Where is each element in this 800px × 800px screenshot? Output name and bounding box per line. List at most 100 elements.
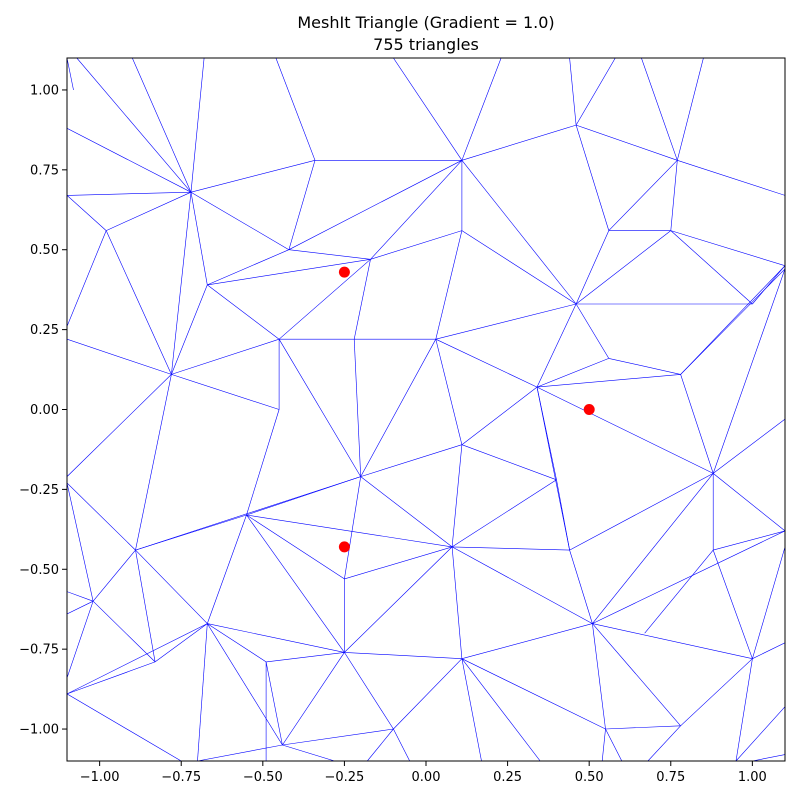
mesh-edge [451, 479, 557, 548]
mesh-edge [171, 284, 208, 375]
mesh-edge [197, 623, 208, 761]
mesh-edge [275, 58, 316, 161]
mesh-edge [670, 230, 753, 305]
mesh-edge [712, 268, 785, 474]
mesh-edge [569, 58, 577, 126]
mesh-edge [135, 374, 172, 551]
mesh-edge [569, 550, 593, 624]
mesh-edge [451, 546, 593, 624]
mesh-edge [592, 530, 785, 624]
mesh-edge [393, 658, 463, 730]
mesh-edge [461, 230, 577, 305]
data-point [583, 404, 595, 415]
mesh-edge [680, 374, 714, 474]
mesh-edge [393, 58, 463, 161]
mesh-edge [752, 642, 785, 659]
mesh-edge [207, 514, 247, 624]
mesh-edge [92, 600, 156, 663]
x-tick-label: 0.25 [493, 770, 522, 785]
mesh-edge [575, 230, 671, 305]
x-axis: −1.00 −0.75 −0.50 −0.25 0.00 0.25 0.50 0.75 1.00 [80, 761, 767, 785]
mesh-edge [435, 230, 463, 340]
mesh-edge [370, 160, 463, 260]
mesh-edge [76, 58, 192, 193]
mesh-edge [452, 546, 570, 551]
mesh-edge [641, 58, 678, 161]
x-tick-label: 0.50 [575, 770, 604, 785]
mesh-edge [282, 728, 394, 746]
y-tick-label: 0.50 [30, 243, 59, 258]
x-tick-label: 0.75 [656, 770, 685, 785]
mesh-edge [67, 661, 156, 695]
x-tick-label: −1.00 [80, 770, 120, 785]
mesh-edge [360, 476, 453, 548]
mesh-edge [353, 259, 371, 340]
mesh-edge [644, 549, 714, 634]
mesh-edge [67, 591, 94, 602]
mesh-edge [288, 249, 371, 260]
mesh-edge [105, 230, 172, 375]
mesh-edge [601, 728, 606, 761]
mesh-edge [670, 230, 785, 266]
mesh-edge [67, 623, 208, 695]
mesh-edge [246, 409, 280, 516]
mesh-edge [592, 473, 714, 624]
mesh-edge [171, 192, 192, 375]
mesh-edge [207, 623, 345, 653]
y-axis: 1.00 0.75 0.50 0.25 0.00 −0.25 −0.50 −0.75 −1.00 [19, 83, 67, 738]
mesh-edge [360, 339, 437, 477]
y-tick-label: −0.50 [19, 563, 59, 578]
data-point [338, 266, 350, 278]
mesh-edge [712, 549, 753, 659]
mesh-edge [344, 476, 361, 579]
mesh-edge [536, 386, 714, 474]
mesh-edge [190, 191, 290, 250]
mesh-edge [106, 191, 192, 231]
mesh-edge [67, 230, 107, 327]
chart-title: MeshIt Triangle (Gradient = 1.0) [297, 13, 554, 32]
mesh-edge [713, 418, 785, 474]
y-tick-label: 0.00 [30, 403, 59, 418]
mesh-edge [344, 546, 453, 653]
mesh-edge [246, 514, 453, 548]
mesh-edge [360, 444, 462, 477]
mesh-edge [461, 658, 482, 761]
mesh-edge [207, 259, 371, 286]
mesh-edge [288, 160, 316, 250]
mesh-edge [569, 473, 714, 551]
mesh-edge [461, 124, 577, 161]
chart-subtitle: 755 triangles [373, 35, 479, 54]
mesh-edge [680, 268, 785, 375]
mesh-edge [67, 601, 94, 678]
mesh-edge [461, 58, 502, 161]
y-tick-label: 0.75 [30, 163, 59, 178]
mesh-edge [135, 550, 156, 662]
mesh-edge [207, 249, 290, 286]
mesh-edge [67, 482, 94, 602]
mesh-edge [266, 652, 345, 663]
mesh-edge [461, 623, 593, 659]
mesh-edge [735, 658, 753, 761]
mesh-edge [713, 530, 785, 551]
y-tick-label: 1.00 [30, 83, 59, 98]
mesh-edge [92, 549, 136, 602]
mesh-edge [461, 444, 557, 481]
y-tick-label: −1.00 [19, 723, 59, 738]
mesh-edge [353, 339, 361, 477]
mesh-edge [592, 623, 753, 659]
mesh-edge [536, 303, 577, 388]
mesh-edge [575, 303, 610, 359]
mesh-edge [713, 473, 785, 532]
mesh-edge [435, 303, 577, 340]
mesh-edge [282, 744, 335, 761]
mesh-edge [680, 658, 753, 727]
mesh-edge [592, 623, 606, 730]
mesh-edge [288, 160, 463, 250]
mesh-edge [207, 623, 283, 746]
mesh-edge [207, 284, 280, 340]
mesh-edge [735, 706, 785, 761]
mesh-edge [67, 195, 107, 231]
mesh-edge [677, 160, 785, 196]
mesh-edge [647, 725, 681, 761]
